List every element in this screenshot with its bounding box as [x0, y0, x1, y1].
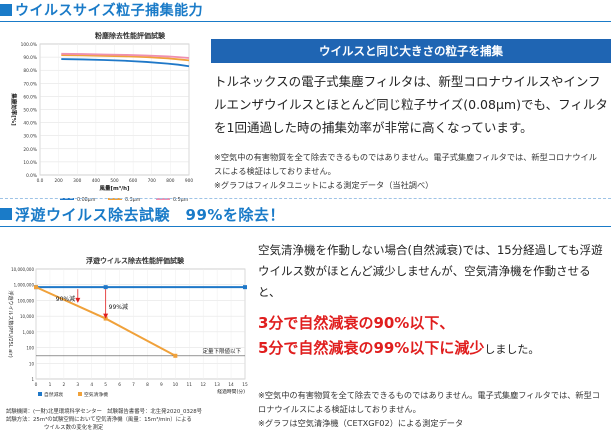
reduction-label: 99%減	[109, 303, 128, 311]
y-tick-label: 10.0%	[23, 160, 37, 166]
detection-limit-label: 定量下限値以下	[202, 347, 241, 355]
section2-note2: ※グラフは空気清浄機（CETXGF02）による測定データ	[258, 418, 464, 428]
x-tick-label: 12	[200, 382, 206, 388]
legend-label: 0.5μm	[173, 197, 189, 203]
x-tick-label: 700	[148, 178, 156, 184]
section1-rule	[0, 21, 611, 22]
x-tick-label: 1	[49, 382, 52, 388]
y-tick-label: 10,000,000	[11, 267, 34, 272]
series-point	[173, 353, 178, 358]
reduction-arrow-head	[103, 313, 109, 319]
chart2-title: 浮遊ウイルス除去性能評価試験	[86, 257, 184, 265]
section1-title: ウイルスサイズ粒子捕集能力	[15, 3, 204, 19]
section1-heading: ウイルスサイズ粒子捕集能力	[0, 2, 204, 19]
legend-label: 0.08μm	[77, 197, 96, 203]
heading-square-icon	[0, 208, 12, 220]
section2-rule	[0, 226, 611, 227]
x-tick-label: 6	[118, 382, 121, 388]
test-method-note: 試験方法：25m³の試験空間において空気清浄機（風量：15m³/min）による	[6, 417, 192, 423]
dust-efficiency-chart: 0.0% 10.0% 20.0% 30.0% 40.0% 50.0% 60.0% 70.0% 8…	[10, 42, 193, 203]
x-tick-label: 13	[214, 382, 220, 388]
section2-note1: ※空気中の有害物質を全て除去できるものではありません。電子式集塵フィルタでは、新…	[258, 390, 600, 414]
y-tick-label: 70.0%	[23, 81, 37, 87]
y-tick-label: 30.0%	[23, 134, 37, 140]
y-tick-label: 20.0%	[23, 147, 37, 153]
y-axis-label: 浮遊ウイルス数(PFU/25L air)	[7, 290, 14, 357]
highlight2-tail: しました。	[484, 343, 540, 356]
x-tick-label: 900	[185, 178, 193, 184]
y-tick-label: 10	[29, 361, 35, 366]
x-tick-label: 15	[242, 382, 248, 388]
y-tick-label: 100,000	[17, 298, 34, 303]
x-tick-label: 9	[160, 382, 163, 388]
y-tick-label: 50.0%	[23, 108, 37, 114]
series-line-0.5μm	[61, 52, 190, 59]
x-tick-label: 4	[90, 382, 93, 388]
y-tick-label: 1,000,000	[14, 283, 35, 288]
y-tick-label: 1	[31, 377, 34, 382]
x-tick-label: 11	[187, 382, 193, 388]
y-axis-label: 集塵効率[%]	[10, 92, 18, 126]
y-tick-label: 10,000	[20, 314, 34, 319]
highlight2-text: 5分で自然減衰の99%以下に減少	[258, 339, 485, 357]
test-method-note2: ウイルス数の変化を測定	[44, 425, 104, 431]
heading-square-icon	[0, 4, 12, 16]
legend-label: 空気清浄機	[84, 391, 108, 398]
legend-label: 0.3μm	[125, 197, 141, 203]
x-axis-label: 風量[m³/h]	[99, 184, 130, 192]
y-tick-label: 80.0%	[23, 68, 37, 74]
section1-note1: ※空気中の有害物質を全て除去できるものではありません。電子式集塵フィルタでは、新…	[214, 152, 597, 176]
section1-note2: ※グラフはフィルタユニットによる測定データ（当社調べ）	[214, 180, 434, 190]
x-tick-label: 2	[62, 382, 65, 388]
series-line-0.08μm	[61, 58, 190, 68]
x-tick-label: 400	[92, 178, 100, 184]
section2-title: 浮遊ウイルス除去試験 99%を除去！	[15, 205, 285, 224]
section1-body: トルネックスの電子式集塵フィルタは、新型コロナウイルスやインフルエンザウイルスと…	[214, 74, 608, 135]
y-tick-label: 40.0%	[23, 121, 37, 127]
section-divider	[0, 198, 611, 199]
plot-area	[35, 268, 246, 380]
x-tick-label: 200	[55, 178, 63, 184]
reduction-arrow-head	[75, 297, 81, 303]
x-tick-label: 3	[76, 382, 79, 388]
x-axis-label: 経過時間(分)	[217, 388, 245, 395]
legend-swatch-自然減衰	[38, 392, 42, 396]
series-point	[34, 285, 38, 290]
x-tick-label: 0	[35, 382, 38, 388]
x-tick-label: 600	[129, 178, 137, 184]
legend-label: 自然減衰	[44, 391, 63, 398]
y-tick-label: 100	[26, 346, 34, 351]
x-tick-label: 500	[110, 178, 118, 184]
y-tick-label: 100.0%	[21, 42, 37, 48]
y-tick-label: 60.0%	[23, 94, 37, 100]
series-point	[103, 285, 108, 290]
x-tick-label: 300	[73, 178, 81, 184]
test-org-note: 試験機関：(一財)北里環境科学センター 試験報告書番号：北生発2020_0328…	[6, 409, 203, 415]
section2-highlight2: 5分で自然減衰の99%以下に減少しました。	[258, 337, 539, 358]
section1-banner: ウイルスと同じ大きさの粒子を捕集	[211, 39, 611, 63]
legend-swatch-空気清浄機	[78, 392, 82, 396]
x-tick-label: 10	[173, 382, 179, 388]
y-tick-label: 0.0%	[26, 173, 37, 179]
x-tick-label: 14	[228, 382, 234, 388]
section2-highlight1: 3分で自然減衰の90%以下、	[258, 314, 455, 332]
x-tick-label: 5	[104, 382, 107, 388]
x-tick-label: 0.0	[37, 178, 44, 184]
series-point	[243, 285, 247, 290]
reduction-label: 90%減	[56, 295, 75, 303]
section2-heading: 浮遊ウイルス除去試験 99%を除去！	[0, 205, 285, 224]
x-tick-label: 7	[132, 382, 135, 388]
chart1-title: 粉塵除去性能評価試験	[95, 32, 165, 40]
y-tick-label: 1,000	[23, 330, 35, 335]
x-tick-label: 8	[146, 382, 149, 388]
y-tick-label: 90.0%	[23, 55, 37, 61]
virus-removal-chart: 10,000,0001,000,000100,00010,0001,000100…	[7, 267, 248, 398]
section2-body: 空気清浄機を作動しない場合(自然減衰)では、15分経過しても浮遊ウイルス数がほと…	[258, 243, 603, 299]
x-tick-label: 800	[166, 178, 174, 184]
series-line-0.3μm	[61, 54, 190, 62]
